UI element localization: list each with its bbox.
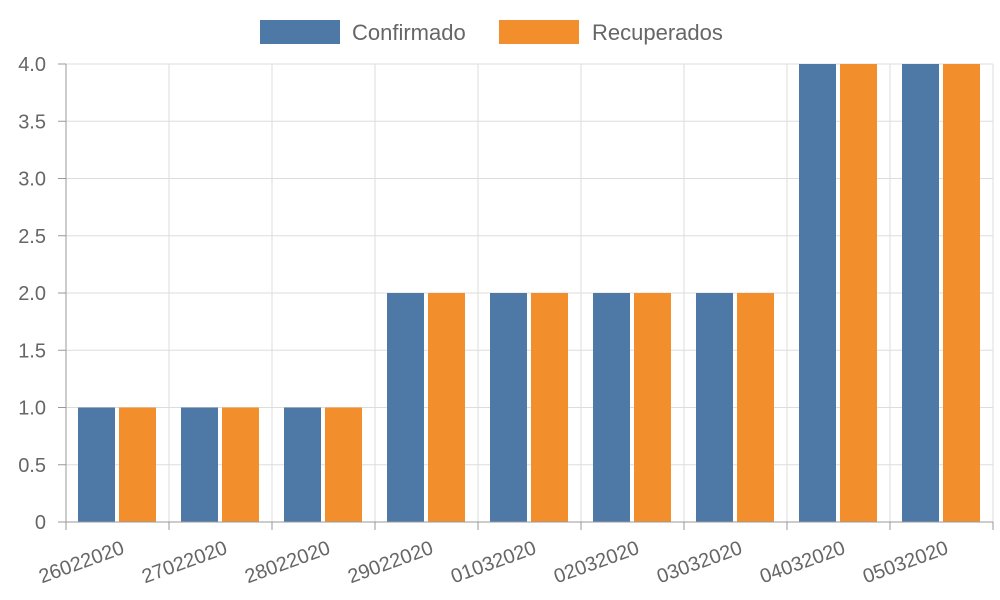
grid-lines <box>66 63 994 523</box>
bar-recuperados-03032020 <box>737 293 774 522</box>
bar-confirmado-28022020 <box>284 407 321 522</box>
y-tick-label: 2.0 <box>18 283 46 305</box>
bar-confirmado-02032020 <box>593 293 630 522</box>
y-tick-label: 0 <box>35 512 46 534</box>
x-tick-label: 29022020 <box>345 537 436 588</box>
bar-recuperados-28022020 <box>325 407 362 522</box>
x-axis-ticks: 26022020 27022020 28022020 29022020 01032020… <box>36 522 994 588</box>
y-tick-label: 2.5 <box>18 226 46 248</box>
y-tick-label: 4.0 <box>18 54 46 76</box>
bar-confirmado-29022020 <box>387 293 424 522</box>
y-tick-label: 1.5 <box>18 340 46 362</box>
x-tick-label: 05032020 <box>860 537 951 588</box>
bar-confirmado-04032020 <box>799 64 836 522</box>
x-tick-label: 01032020 <box>448 537 539 588</box>
bar-confirmado-01032020 <box>490 293 527 522</box>
bar-recuperados-26022020 <box>119 407 156 522</box>
x-tick-label: 02032020 <box>551 537 642 588</box>
bar-recuperados-29022020 <box>428 293 465 522</box>
y-tick-label: 1.0 <box>18 398 46 420</box>
bar-recuperados-01032020 <box>531 293 568 522</box>
y-tick-label: 3.0 <box>18 169 46 191</box>
x-tick-label: 04032020 <box>757 537 848 588</box>
y-tick-label: 3.5 <box>18 111 46 133</box>
legend-swatch-recuperados <box>499 20 579 44</box>
legend-label-confirmado: Confirmado <box>352 20 466 45</box>
bar-recuperados-02032020 <box>634 293 671 522</box>
legend-label-recuperados: Recuperados <box>592 20 723 45</box>
y-tick-label: 0.5 <box>18 455 46 477</box>
bar-recuperados-05032020 <box>943 64 980 522</box>
bars <box>78 64 980 522</box>
x-tick-label: 27022020 <box>139 537 230 588</box>
bar-recuperados-04032020 <box>840 64 877 522</box>
bar-confirmado-05032020 <box>902 64 939 522</box>
bar-confirmado-27022020 <box>181 407 218 522</box>
bar-recuperados-27022020 <box>222 407 259 522</box>
bar-confirmado-03032020 <box>696 293 733 522</box>
y-axis-ticks: 0 0.5 1.0 1.5 2.0 2.5 3.0 3.5 4.0 <box>18 54 66 534</box>
x-tick-label: 26022020 <box>36 537 127 588</box>
bar-confirmado-26022020 <box>78 407 115 522</box>
x-tick-label: 28022020 <box>242 537 333 588</box>
legend-swatch-confirmado <box>260 20 340 44</box>
legend: Confirmado Recuperados <box>260 20 723 45</box>
x-tick-label: 03032020 <box>654 537 745 588</box>
axes <box>65 64 993 530</box>
